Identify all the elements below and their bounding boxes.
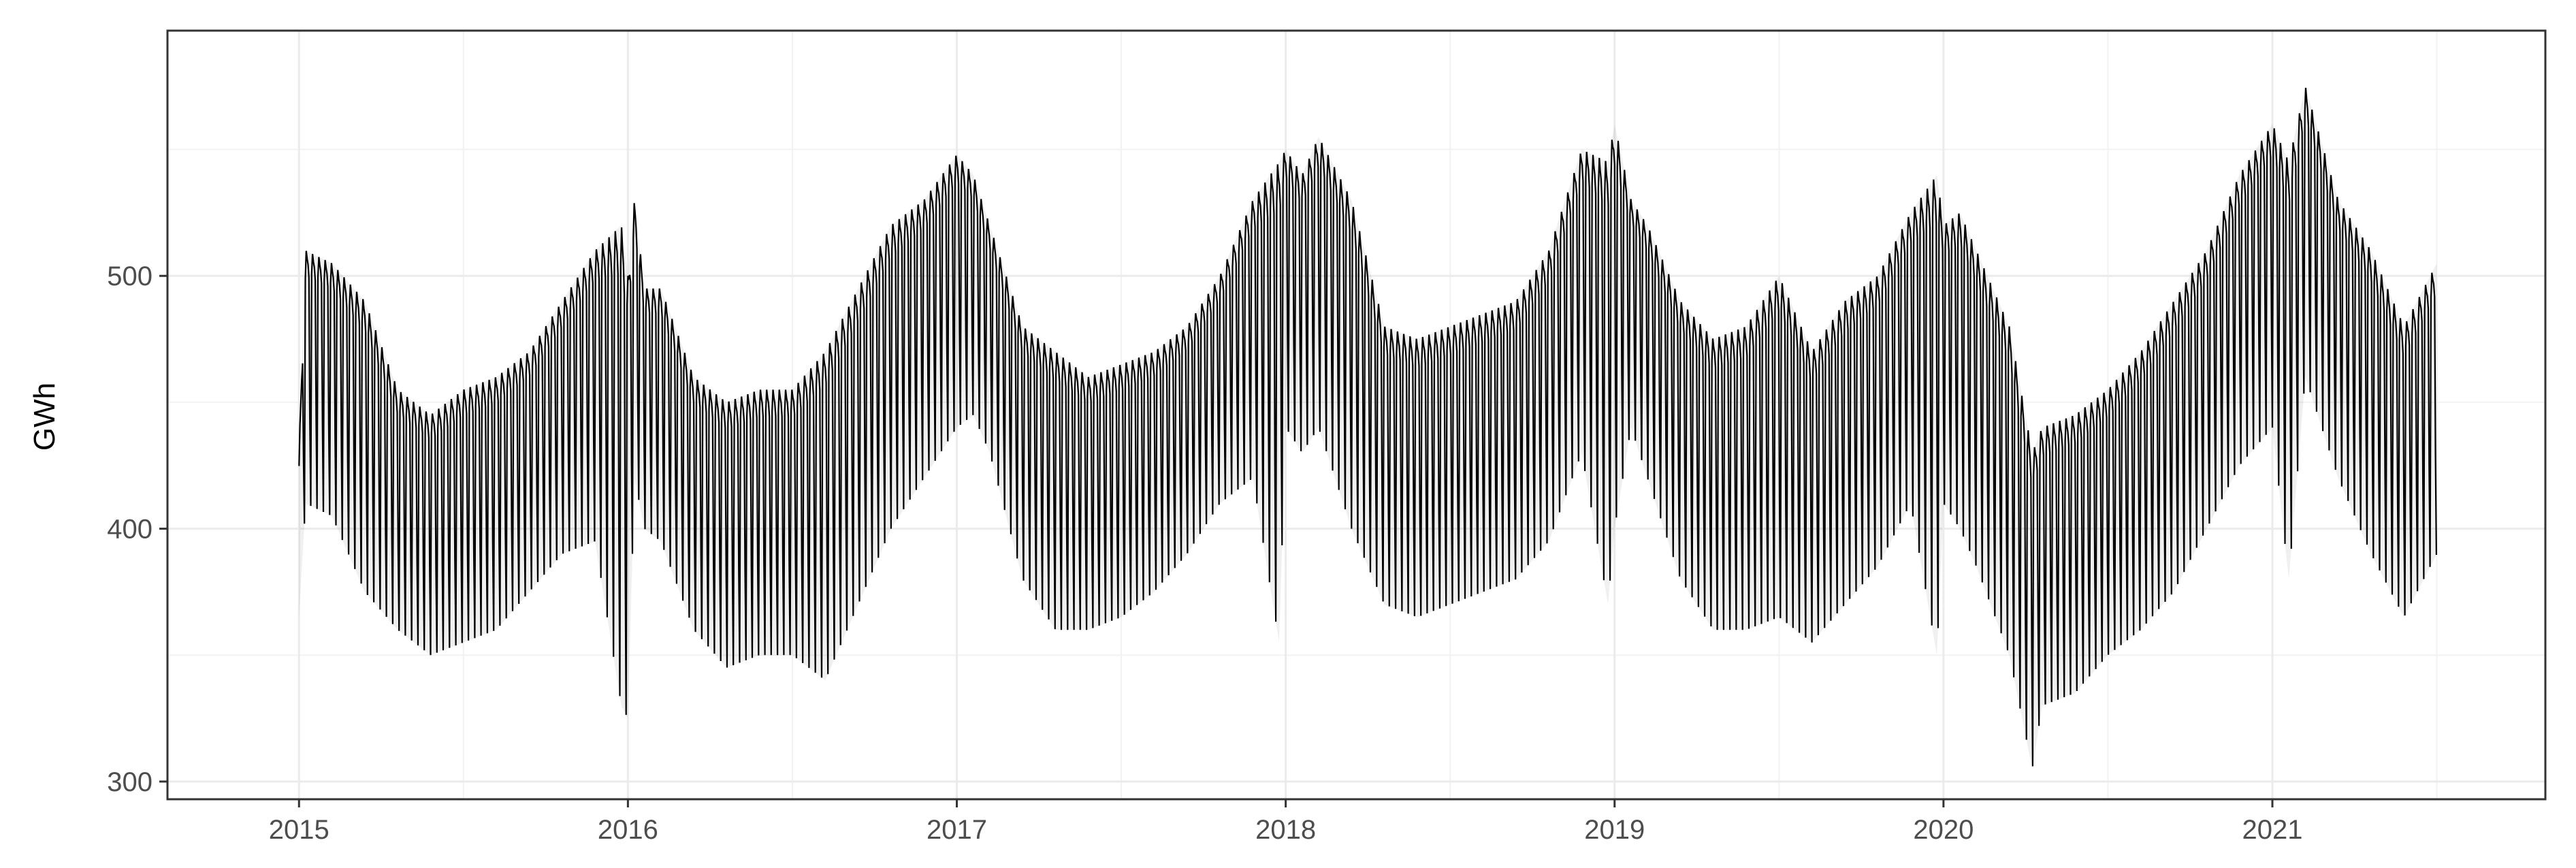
y-axis: 300 400 500 xyxy=(107,261,167,797)
x-tick-label: 2017 xyxy=(927,815,987,845)
x-tick-label: 2020 xyxy=(1913,815,1974,845)
y-tick-label: 500 xyxy=(107,261,152,291)
x-tick-label: 2018 xyxy=(1255,815,1316,845)
x-tick-label: 2021 xyxy=(2242,815,2303,845)
series-line xyxy=(298,87,2437,767)
x-tick-label: 2016 xyxy=(598,815,658,845)
x-tick-label: 2019 xyxy=(1584,815,1645,845)
panel-border xyxy=(166,29,2547,801)
y-tick-label: 300 xyxy=(107,767,152,797)
x-axis: 2015 2016 2017 2018 2019 2020 2021 xyxy=(269,799,2303,845)
y-tick-label: 400 xyxy=(107,515,152,545)
series-layer xyxy=(298,86,2437,769)
x-tick-label: 2015 xyxy=(269,815,329,845)
y-axis-title: GWh xyxy=(28,383,61,451)
